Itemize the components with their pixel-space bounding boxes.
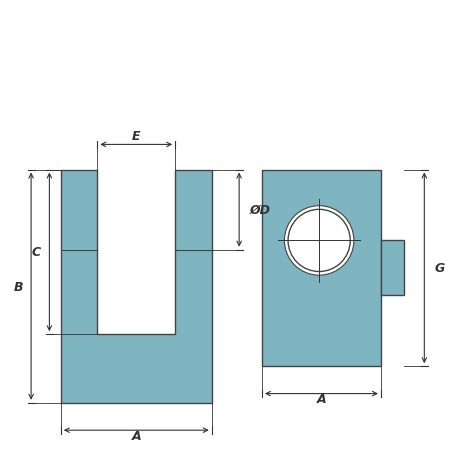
Text: A: A	[316, 392, 325, 405]
Text: B: B	[13, 280, 23, 293]
Bar	[380, 241, 403, 296]
PathPatch shape	[61, 170, 211, 403]
Bar	[262, 170, 380, 366]
Text: ØD: ØD	[249, 204, 269, 217]
Text: A: A	[131, 429, 141, 442]
Text: C: C	[32, 246, 41, 259]
Circle shape	[284, 206, 353, 275]
Circle shape	[287, 210, 349, 272]
Text: E: E	[132, 130, 140, 143]
Text: G: G	[433, 262, 444, 275]
